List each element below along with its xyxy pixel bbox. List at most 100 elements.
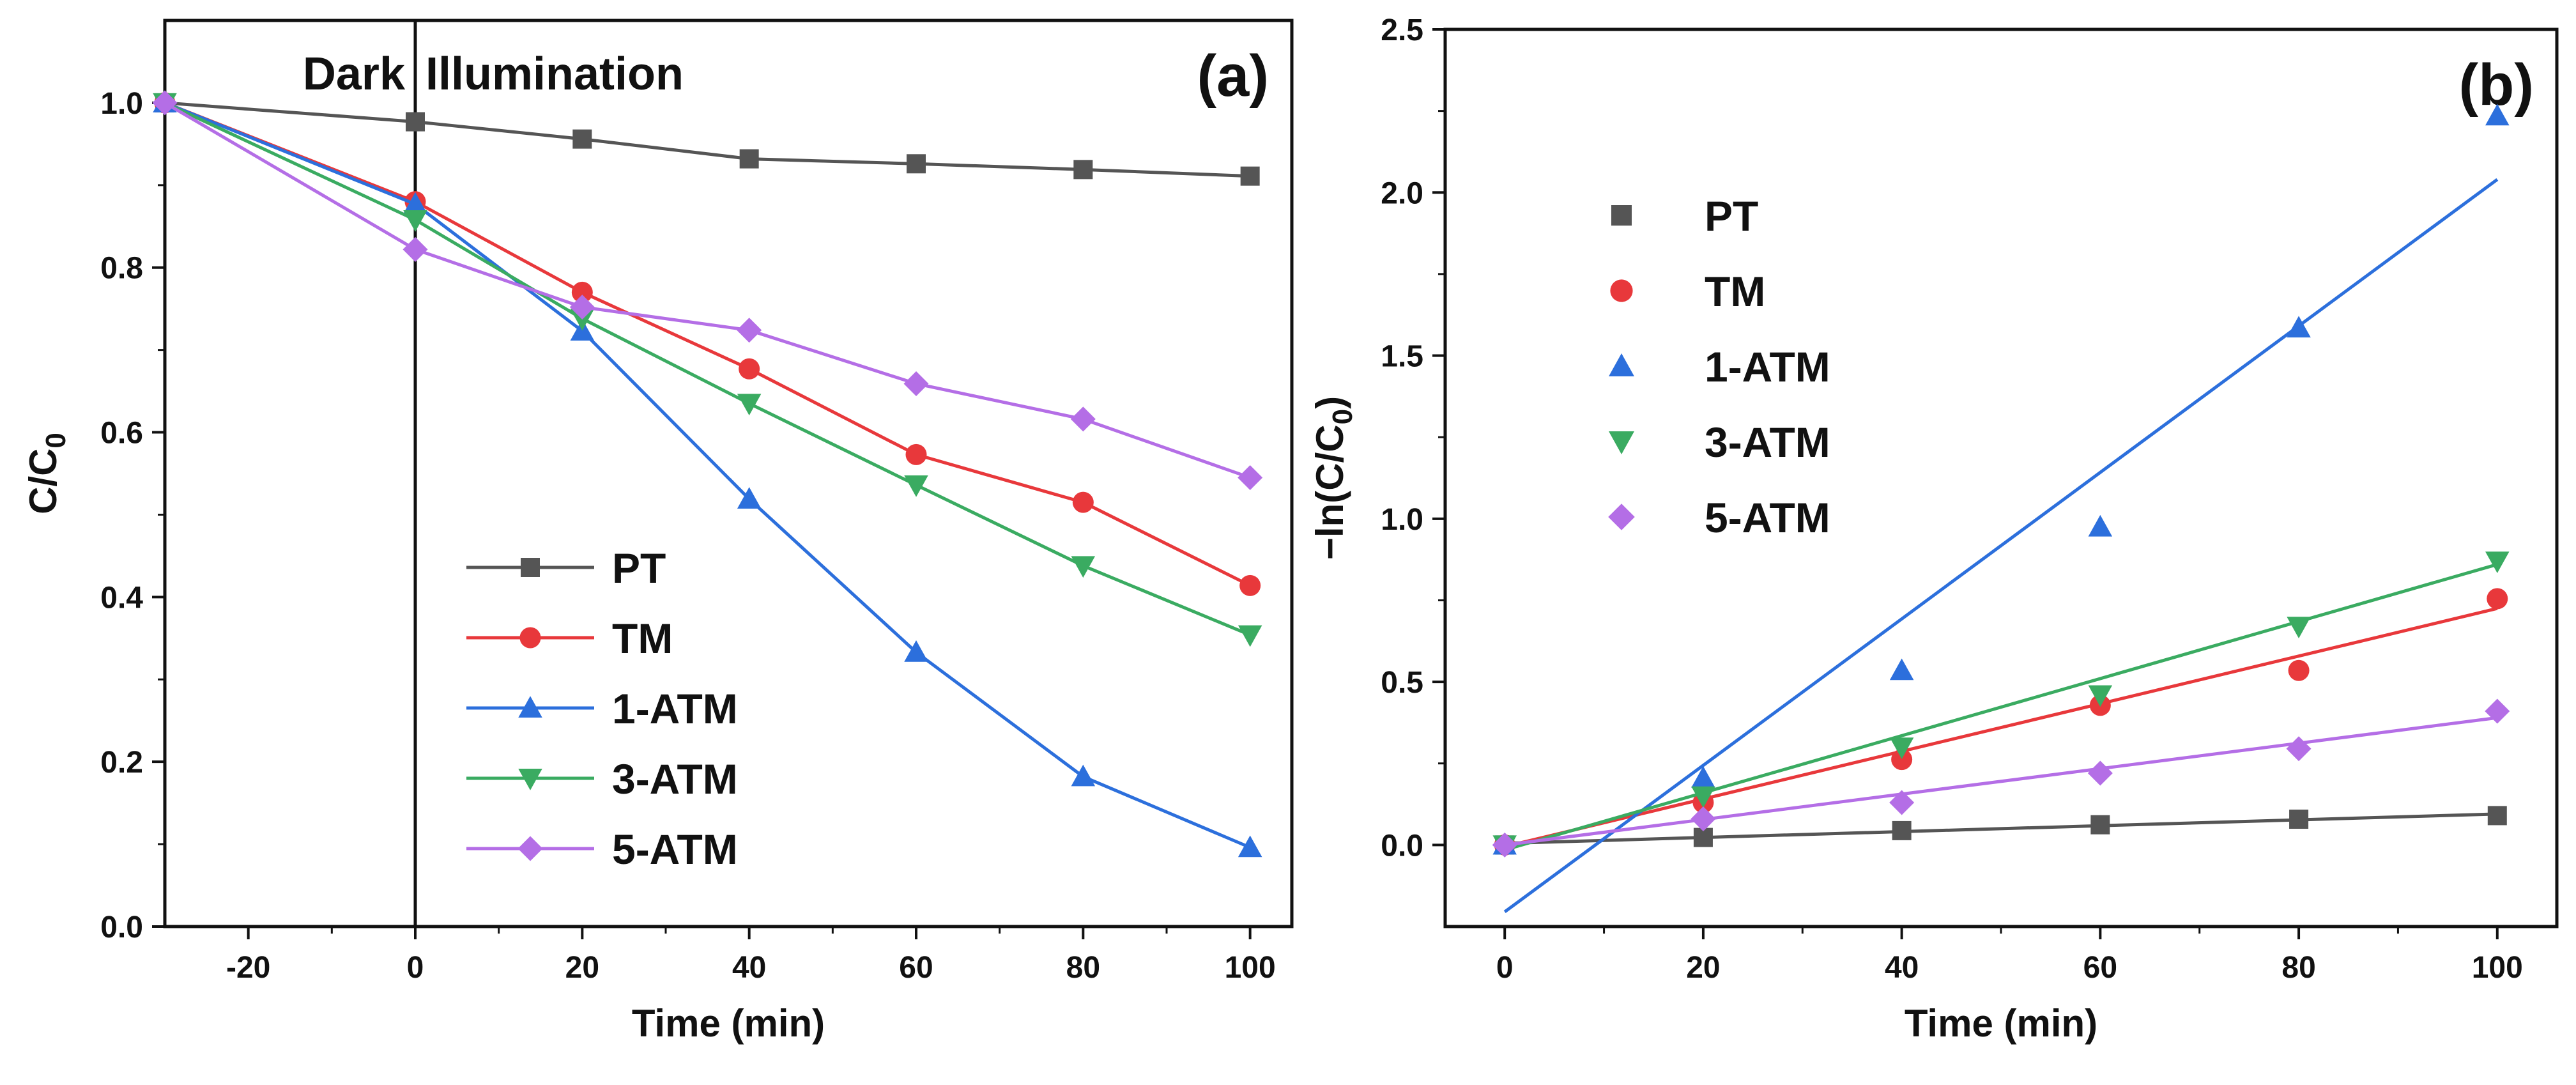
legend: PT TM 1-ATM 3-ATM 5-ATM xyxy=(1608,192,1830,541)
series-5-ATM xyxy=(152,90,1263,490)
data-point xyxy=(152,90,178,116)
data-point xyxy=(1891,749,1913,771)
x-tick-label: 100 xyxy=(1225,951,1276,985)
data-point xyxy=(737,318,762,343)
x-tick-label: 0 xyxy=(407,951,424,985)
fit-line-1-ATM xyxy=(1503,178,2499,914)
data-point xyxy=(2487,806,2507,826)
series-5-ATM xyxy=(1492,698,2510,858)
legend-marker xyxy=(1611,205,1632,226)
series-TM xyxy=(154,92,1261,596)
x-tick-label: 0 xyxy=(1496,951,1514,985)
data-point xyxy=(737,394,762,416)
data-point xyxy=(904,475,928,497)
data-point xyxy=(2090,815,2110,835)
data-point xyxy=(2289,810,2309,829)
y-tick-label: 1.0 xyxy=(1381,503,1423,537)
series-3-ATM xyxy=(1492,551,2510,858)
x-tick-label: 60 xyxy=(2083,951,2117,985)
data-point xyxy=(1889,790,1915,815)
plot-frame xyxy=(1443,27,2559,928)
x-tick-label: 40 xyxy=(732,951,766,985)
legend: PT TM 1-ATM 3-ATM 5-ATM xyxy=(466,544,738,873)
series-line-1-ATM xyxy=(164,101,1251,849)
y-axis-title-sub: 0 xyxy=(40,433,72,448)
series-3-ATM xyxy=(153,93,1262,647)
data-point xyxy=(570,309,595,331)
data-point xyxy=(2487,588,2508,610)
data-point xyxy=(1238,465,1263,490)
series-PT xyxy=(1495,806,2507,855)
data-point xyxy=(2485,104,2510,126)
data-point xyxy=(1239,574,1261,596)
y-tick-label: 0.2 xyxy=(100,746,143,780)
series-PT xyxy=(155,93,1260,186)
series-1-ATM xyxy=(1492,104,2510,914)
data-point xyxy=(2088,514,2113,537)
y-axis-title-suffix: ) xyxy=(1308,396,1351,409)
data-point xyxy=(2287,617,2311,639)
y-tick-label: 0.5 xyxy=(1381,666,1423,700)
chart-panel-a: -20 0 20 40 60 80 100 0.0 0.2 0.4 0.6 0.8 1.0 Time (m… xyxy=(22,19,1294,1045)
x-tick-label: 100 xyxy=(2472,951,2523,985)
data-point xyxy=(739,358,760,380)
chart-panel-b: 0 20 40 60 80 100 0.0 0.5 1.0 1.5 2.0 2.5 Time (min)… xyxy=(1308,13,2559,1045)
y-tick-label: 0.8 xyxy=(100,252,143,286)
data-point xyxy=(2286,736,2312,762)
x-tick-label: 80 xyxy=(1066,951,1100,985)
y-tick-label: 0.0 xyxy=(1381,829,1423,863)
legend-label: PT xyxy=(1705,192,1758,240)
y-axis-title: C/C0 xyxy=(22,433,72,514)
y-axis-title-prefix: −ln(C/C xyxy=(1308,424,1351,560)
data-point xyxy=(2485,698,2510,724)
annotation-dark: Dark xyxy=(303,49,406,100)
fit-line-TM xyxy=(1504,606,2498,849)
data-point xyxy=(569,295,595,320)
plot-frame xyxy=(163,19,1294,928)
x-tick-label: 40 xyxy=(1885,951,1919,985)
data-point xyxy=(406,112,425,132)
data-point xyxy=(403,192,427,214)
legend-label: 5-ATM xyxy=(612,826,738,873)
data-point xyxy=(739,149,759,169)
y-axis-title-base: C/C xyxy=(22,449,65,514)
data-point xyxy=(1073,160,1093,180)
data-point xyxy=(1240,166,1260,186)
y-axis-title: −ln(C/C0) xyxy=(1308,396,1358,560)
y-tick-label: 1.5 xyxy=(1381,340,1423,374)
panel-label: (a) xyxy=(1197,43,1269,109)
y-tick-label: 0.6 xyxy=(100,417,143,450)
y-tick-label: 2.0 xyxy=(1381,176,1423,210)
fit-line-3-ATM xyxy=(1504,562,2498,852)
legend-marker xyxy=(518,836,543,861)
series-1-ATM xyxy=(153,91,1262,858)
data-point xyxy=(1691,786,1715,808)
data-point xyxy=(1238,625,1262,647)
data-point xyxy=(2087,760,2113,786)
x-tick-label: 20 xyxy=(1686,951,1720,985)
legend-marker xyxy=(518,769,542,790)
x-tick-label: 20 xyxy=(565,951,599,985)
legend-label: 3-ATM xyxy=(1705,419,1830,466)
data-point xyxy=(1492,832,1517,858)
legend-label: 1-ATM xyxy=(1705,343,1830,390)
data-point xyxy=(907,154,926,174)
data-point xyxy=(1070,406,1096,432)
fit-line-5-ATM xyxy=(1504,716,2498,847)
data-point xyxy=(904,640,928,662)
data-point xyxy=(905,443,927,465)
legend-label: PT xyxy=(612,544,666,592)
data-point xyxy=(737,487,762,509)
annotation-illumination: Illumination xyxy=(425,49,684,100)
y-tick-label: 2.5 xyxy=(1381,13,1423,47)
legend-marker xyxy=(521,558,540,577)
legend-marker xyxy=(1609,431,1634,454)
data-point xyxy=(1238,835,1262,858)
legend-label: TM xyxy=(612,615,673,662)
y-tick-label: 0.4 xyxy=(100,581,143,615)
y-tick-label: 1.0 xyxy=(100,87,143,121)
data-point xyxy=(1892,820,1912,840)
data-point xyxy=(2288,659,2310,681)
series-line-3-ATM xyxy=(164,101,1251,636)
